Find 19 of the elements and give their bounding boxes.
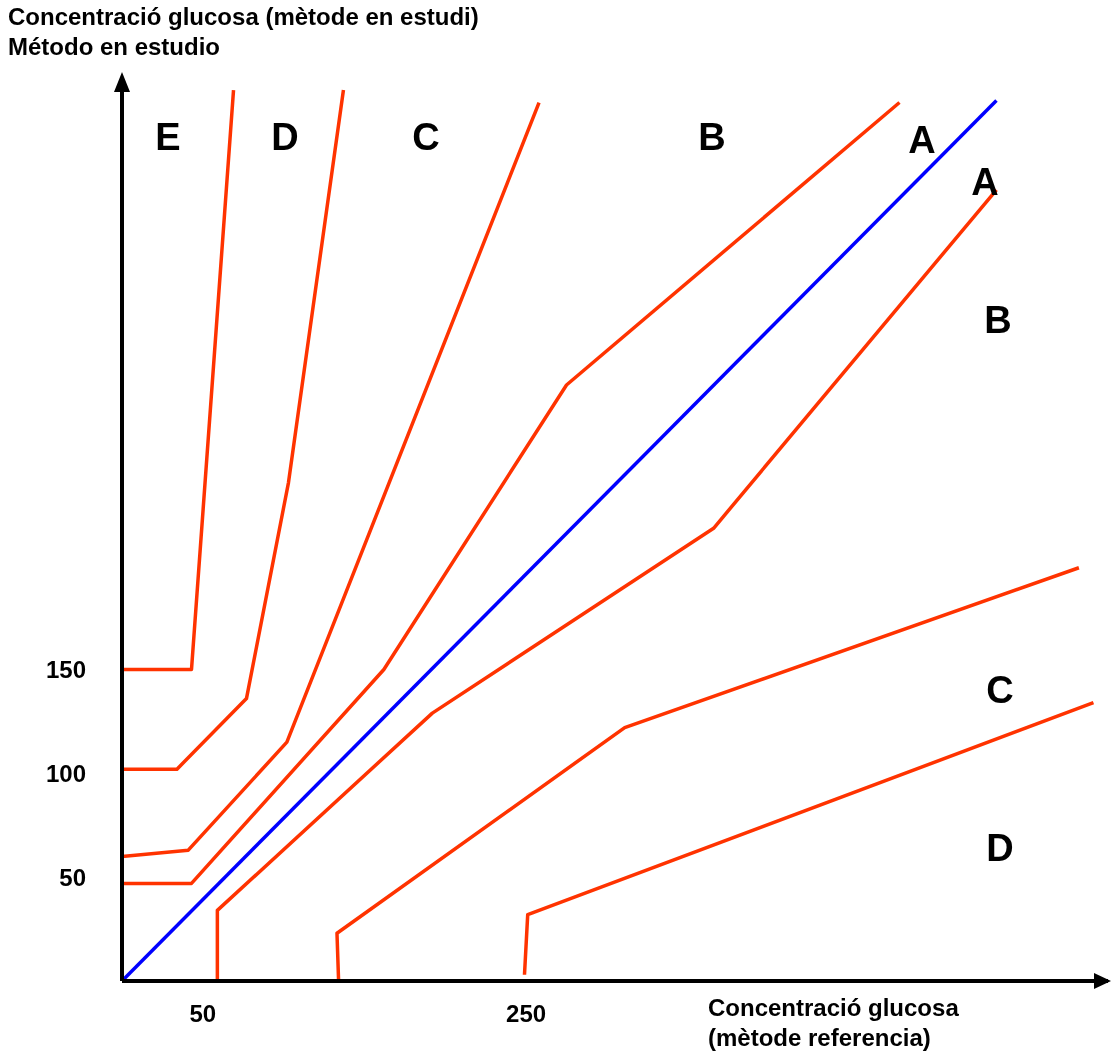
line-series	[122, 100, 902, 886]
annotation: A	[971, 160, 999, 204]
annotation: C	[986, 668, 1014, 712]
annotation: B	[698, 115, 726, 159]
line-series	[122, 88, 346, 771]
annotation: E	[155, 115, 181, 159]
annotation: C	[412, 115, 440, 159]
x-tick-label: 250	[506, 1000, 547, 1028]
line-series	[335, 565, 1081, 981]
y-tick-label: 100	[45, 759, 86, 787]
x-axis-title: Concentració glucosa (mètode referencia)	[708, 993, 959, 1053]
line-series	[122, 100, 541, 859]
annotation: D	[986, 826, 1014, 870]
annotation: B	[984, 298, 1012, 342]
y-axis-title: Concentració glucosa (mètode en estudi) Método en estudio	[8, 2, 479, 62]
annotation: D	[271, 115, 299, 159]
y-tick-label: 50	[59, 863, 86, 891]
annotation: A	[908, 118, 936, 162]
y-tick-label: 150	[45, 656, 86, 684]
